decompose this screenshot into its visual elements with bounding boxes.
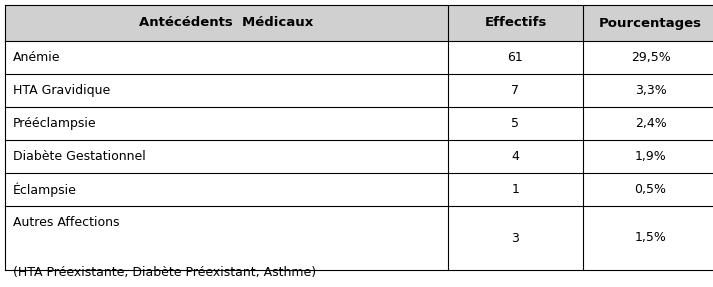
Text: Antécédents  Médicaux: Antécédents Médicaux [139,16,314,30]
Text: Autres Affections

(HTA Préexistante, Diabète Préexistant, Asthme): Autres Affections (HTA Préexistante, Dia… [13,216,316,279]
Bar [5,173,713,206]
Bar [5,41,713,74]
Text: Effectifs: Effectifs [484,16,547,30]
Text: 3: 3 [511,232,520,245]
Text: Pourcentages: Pourcentages [599,16,702,30]
Text: 1,9%: 1,9% [635,150,667,163]
Text: 61: 61 [508,51,523,64]
Text: 7: 7 [511,84,520,97]
Text: Diabète Gestationnel: Diabète Gestationnel [13,150,145,163]
Text: 4: 4 [511,150,520,163]
Text: Éclampsie: Éclampsie [13,182,77,197]
Text: Anémie: Anémie [13,51,61,64]
Bar [5,74,713,107]
Text: 5: 5 [511,117,520,130]
Text: 1: 1 [511,183,520,196]
Text: 29,5%: 29,5% [630,51,670,64]
Bar [5,140,713,173]
Text: 2,4%: 2,4% [635,117,667,130]
Text: 1,5%: 1,5% [635,232,667,245]
Text: HTA Gravidique: HTA Gravidique [13,84,111,97]
Bar [5,206,713,270]
Text: 0,5%: 0,5% [635,183,667,196]
Bar [5,107,713,140]
Text: 3,3%: 3,3% [635,84,667,97]
Bar [5,5,713,41]
Text: Prééclampsie: Prééclampsie [13,117,97,130]
